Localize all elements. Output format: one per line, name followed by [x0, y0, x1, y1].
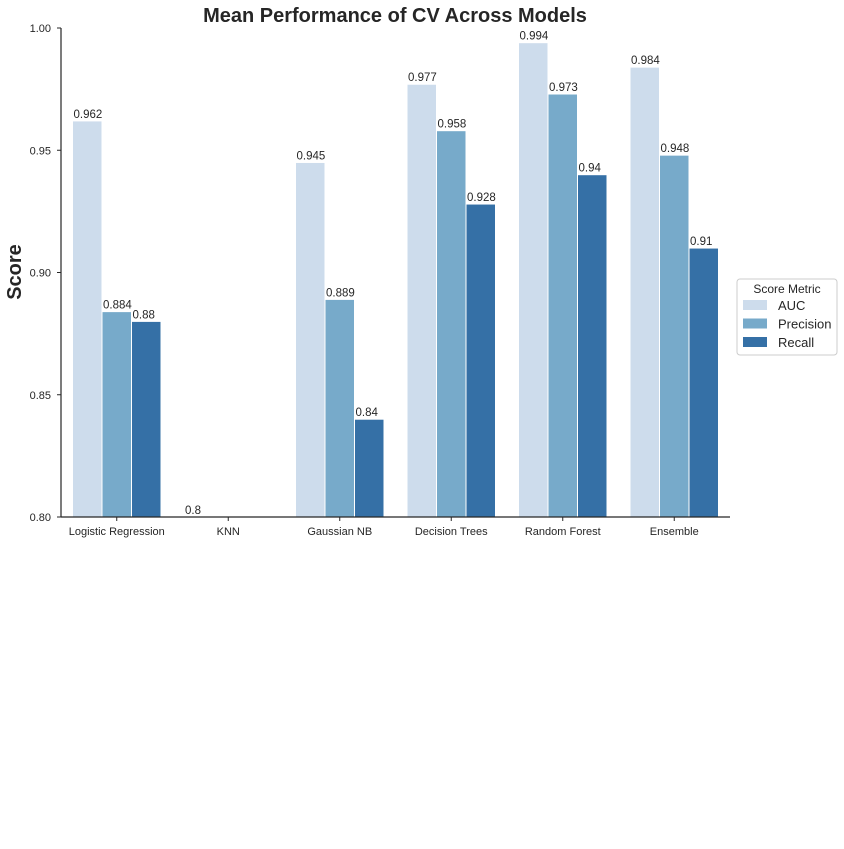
bar	[436, 130, 467, 518]
data-label: 0.945	[297, 150, 326, 162]
data-label: 0.994	[520, 31, 549, 43]
bars-group	[72, 42, 719, 518]
x-tick-label: Random Forest	[525, 526, 601, 538]
legend-label: AUC	[778, 298, 805, 313]
legend-swatch	[743, 337, 767, 347]
data-label: 0.91	[690, 236, 712, 248]
data-label: 0.948	[661, 143, 690, 155]
legend-items: AUC Precision Recall	[743, 298, 831, 350]
y-tick-label: 0.90	[30, 268, 51, 280]
y-tick-label: 0.85	[30, 390, 51, 402]
data-label: 0.889	[326, 287, 355, 299]
data-labels-group: 0.962 0.8 0.945 0.977 0.994 0.984 0.884 0.889 0.…	[74, 31, 713, 517]
y-tick-label: 1.00	[30, 23, 51, 35]
data-label: 0.884	[103, 300, 132, 312]
y-tick-label: 0.80	[30, 512, 51, 524]
bar	[577, 174, 608, 518]
data-label: 0.8	[185, 505, 201, 517]
x-tick-label: Decision Trees	[415, 526, 488, 538]
legend: Score Metric AUC Precision Recall	[736, 278, 838, 356]
bar	[72, 120, 103, 518]
bar	[629, 66, 660, 518]
legend-frame	[736, 278, 838, 356]
y-axis-label: Score	[4, 244, 26, 300]
bar	[354, 418, 385, 518]
data-label: 0.973	[549, 82, 578, 94]
bar	[547, 93, 578, 518]
x-tick-label: KNN	[217, 526, 240, 538]
data-label: 0.984	[631, 55, 660, 67]
x-axis-ticks: Logistic Regression KNN Gaussian NB Decisio…	[69, 517, 699, 538]
bar	[406, 83, 437, 518]
bar	[518, 42, 549, 518]
y-axis-ticks: 0.80 0.85 0.90 0.95 1.00	[30, 23, 61, 524]
bar	[295, 161, 326, 518]
data-label: 0.928	[467, 192, 496, 204]
bar	[101, 311, 132, 518]
data-label: 0.88	[133, 309, 155, 321]
bar	[659, 154, 690, 518]
x-tick-label: Gaussian NB	[307, 526, 372, 538]
data-label: 0.94	[579, 163, 602, 175]
legend-swatch	[743, 318, 767, 329]
data-label: 0.962	[74, 109, 103, 121]
data-label: 0.977	[408, 72, 437, 84]
legend-label: Recall	[778, 335, 814, 350]
x-tick-label: Logistic Regression	[69, 526, 165, 538]
data-label: 0.84	[356, 407, 379, 419]
legend-label: Precision	[778, 317, 831, 332]
x-tick-label: Ensemble	[650, 526, 699, 538]
legend-title: Score Metric	[753, 282, 820, 296]
bar	[688, 247, 719, 518]
bar	[324, 298, 355, 518]
legend-swatch	[743, 300, 767, 310]
bar	[131, 320, 162, 518]
data-label: 0.958	[438, 119, 467, 131]
bar	[465, 203, 496, 518]
chart-title: Mean Performance of CV Across Models	[203, 5, 587, 27]
y-tick-label: 0.95	[30, 145, 51, 157]
